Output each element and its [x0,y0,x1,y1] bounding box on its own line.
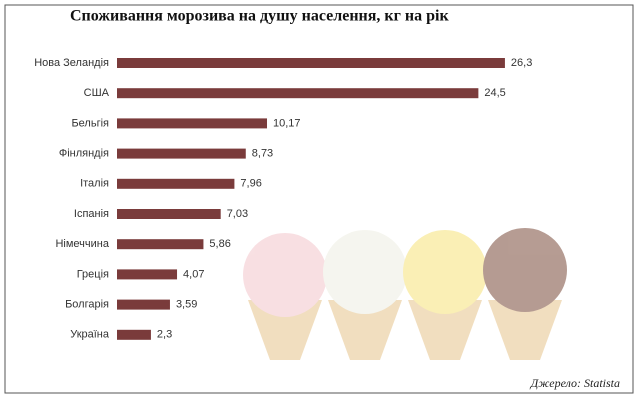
source-note: Джерело: Statista [530,376,620,390]
category-label: Болгарія [65,299,109,311]
category-label: Італія [80,178,109,190]
value-label: 5,86 [209,238,230,250]
chart-title: Споживання морозива на душу населення, к… [70,8,449,25]
bar [117,329,151,340]
value-label: 2,3 [157,329,172,341]
bar [117,269,178,280]
category-label: Фінляндія [59,148,109,160]
category-label: Нова Зеландія [34,57,109,69]
ice-cream-illustration [243,228,567,360]
bar [117,58,505,68]
category-label: США [84,87,110,99]
value-label: 7,03 [227,208,248,220]
value-label: 3,59 [176,299,197,311]
bar [117,178,235,189]
bar [117,88,479,99]
bar [117,299,170,310]
value-label: 4,07 [183,268,204,280]
bar [117,148,246,159]
value-label: 26,3 [511,57,532,69]
value-label: 8,73 [252,148,273,160]
bar [117,209,221,219]
value-label: 10,17 [273,117,301,129]
category-label: Україна [70,329,110,341]
category-label: Бельгія [71,117,109,129]
bar [117,118,268,129]
bar [117,239,204,250]
category-label: Греція [77,268,109,280]
category-label: Іспанія [74,208,109,220]
category-label: Німеччина [55,238,109,250]
value-label: 24,5 [484,87,505,99]
value-label: 7,96 [240,178,261,190]
